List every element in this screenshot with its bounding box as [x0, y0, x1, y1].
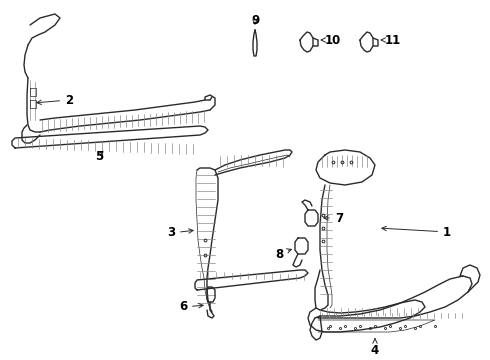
Text: 2: 2: [37, 94, 73, 107]
Text: 4: 4: [371, 339, 379, 357]
Text: 8: 8: [275, 248, 292, 261]
Text: 9: 9: [251, 13, 259, 27]
Text: 6: 6: [179, 301, 203, 314]
Text: 10: 10: [321, 33, 341, 46]
Text: 11: 11: [381, 33, 401, 46]
Text: 3: 3: [167, 226, 193, 239]
Text: 1: 1: [382, 225, 451, 238]
Text: 7: 7: [324, 211, 343, 225]
Text: 5: 5: [95, 150, 103, 163]
